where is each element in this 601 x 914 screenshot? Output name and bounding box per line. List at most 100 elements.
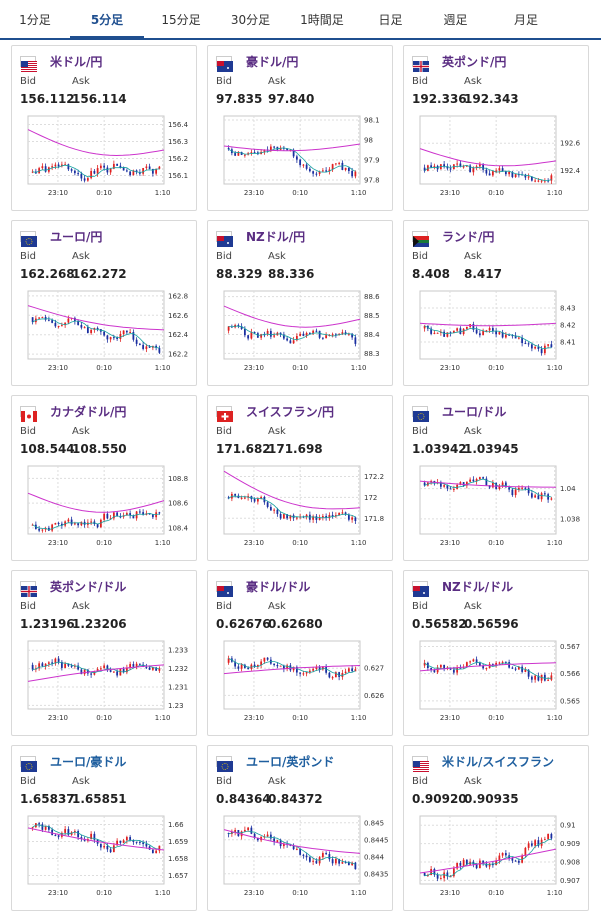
candlestick-chart[interactable]: 23:10 0:10 1:10 0.567 0.566 0.565: [414, 637, 584, 731]
candlestick-chart[interactable]: 23:10 0:10 1:10 108.8 108.6 108.4: [22, 462, 192, 556]
candle-body: [537, 495, 540, 500]
eu-gb-flag-icon: [216, 756, 233, 772]
currency-pair-link[interactable]: 英ポンド/ドル: [50, 580, 127, 594]
x-tick-label: 1:10: [155, 189, 171, 197]
candlestick-chart[interactable]: 23:10 0:10 1:10 162.8 162.6 162.4 162.2: [22, 287, 192, 381]
currency-pair-link[interactable]: ユーロ/英ポンド: [246, 755, 335, 769]
candlestick-chart[interactable]: 23:10 0:10 1:10 172.2 172 171.8: [218, 462, 388, 556]
rate-card[interactable]: カナダドル/円 Bid Ask 108.544 108.550 23:10 0:10 1:10…: [11, 395, 197, 561]
candle-body: [550, 498, 553, 500]
candle-body: [116, 163, 119, 166]
currency-pair-link[interactable]: カナダドル/円: [50, 405, 127, 419]
x-tick-label: 23:10: [48, 189, 68, 197]
currency-pair-link[interactable]: 米ドル/スイスフラン: [442, 755, 555, 769]
currency-pair-link[interactable]: 豪ドル/ドル: [246, 580, 311, 594]
candle-body: [331, 859, 334, 864]
currency-pair-link[interactable]: スイスフラン/円: [246, 405, 335, 419]
tab-5min[interactable]: 5分足: [70, 0, 144, 40]
candle-body: [90, 833, 93, 840]
tab-weekly[interactable]: 週足: [443, 13, 468, 27]
candle-body: [527, 843, 530, 848]
candle-body: [158, 845, 161, 851]
candle-body: [430, 165, 433, 168]
tab-15min[interactable]: 15分足: [161, 13, 201, 27]
rate-card[interactable]: 米ドル/円 Bid Ask 156.112 156.114 23:10 0:10 1:10 15…: [11, 45, 197, 211]
candle-body: [530, 676, 533, 680]
candlestick-chart[interactable]: 23:10 0:10 1:10 0.91 0.909 0.908 0.907: [414, 812, 584, 906]
currency-pair-link[interactable]: ユーロ/円: [50, 230, 103, 244]
currency-pair-link[interactable]: 英ポンド/円: [442, 55, 507, 69]
candle-body: [308, 332, 311, 334]
rate-card[interactable]: 英ポンド/ドル Bid Ask 1.23196 1.23206 23:10 0:10 1:10…: [11, 570, 197, 736]
rate-card[interactable]: ユーロ/ドル Bid Ask 1.03942 1.03945 23:10 0:10 1:10 1…: [403, 395, 589, 561]
candle-body: [227, 658, 230, 663]
tab-daily[interactable]: 日足: [378, 13, 403, 27]
candlestick-chart[interactable]: 23:10 0:10 1:10 192.6 192.4: [414, 112, 584, 206]
candlestick-chart[interactable]: 23:10 0:10 1:10 88.6 88.5 88.4 88.3: [218, 287, 388, 381]
rate-card[interactable]: ランド/円 Bid Ask 8.408 8.417 23:10 0:10 1:10 8.43 8.…: [403, 220, 589, 386]
eu-au-flag-icon: [20, 756, 37, 772]
tab-30min[interactable]: 30分足: [230, 13, 271, 27]
ask-value: 171.698: [268, 442, 323, 456]
candle-body: [73, 317, 76, 322]
candle-body: [122, 840, 125, 843]
rate-card[interactable]: 豪ドル/円 Bid Ask 97.835 97.840 23:10 0:10 1:10 98.1…: [207, 45, 393, 211]
short-moving-average: [32, 164, 160, 178]
rate-card[interactable]: 英ポンド/円 Bid Ask 192.336 192.343 23:10 0:10 1:10 1…: [403, 45, 589, 211]
candle-body: [325, 666, 328, 673]
currency-pair-link[interactable]: 豪ドル/円: [246, 55, 299, 69]
rate-card[interactable]: ユーロ/円 Bid Ask 162.268 162.272 23:10 0:10 1:10 16…: [11, 220, 197, 386]
candle-body: [328, 854, 331, 860]
rate-card[interactable]: NZドル/ドル Bid Ask 0.56582 0.56596 23:10 0:10 1:10…: [403, 570, 589, 736]
candle-body: [80, 521, 83, 526]
candle-body: [534, 180, 537, 182]
x-tick-label: 1:10: [351, 889, 367, 897]
candlestick-chart[interactable]: 23:10 0:10 1:10 1.233 1.232 1.231 1.23: [22, 637, 192, 731]
candlestick-chart[interactable]: 23:10 0:10 1:10 0.845 0.8445 0.844 0.8435: [218, 812, 388, 906]
currency-pair-link[interactable]: ユーロ/ドル: [442, 405, 507, 419]
plot-area: [27, 465, 165, 535]
candle-body: [436, 667, 439, 673]
y-tick-label: 171.8: [364, 515, 384, 523]
x-tick-label: 1:10: [547, 889, 563, 897]
candle-body: [511, 171, 514, 178]
candle-body: [305, 164, 308, 169]
candle-body: [273, 663, 276, 666]
y-tick-label: 1.659: [168, 838, 188, 846]
candlestick-chart[interactable]: 23:10 0:10 1:10 8.43 8.42 8.41: [414, 287, 584, 381]
candlestick-chart[interactable]: 23:10 0:10 1:10 1.66 1.659 1.658 1.657: [22, 812, 192, 906]
candle-body: [109, 518, 112, 520]
rate-card[interactable]: 豪ドル/ドル Bid Ask 0.62676 0.62680 23:10 0:10 1:10 0…: [207, 570, 393, 736]
candle-body: [511, 335, 514, 337]
candle-body: [273, 146, 276, 148]
candle-body: [54, 322, 57, 327]
rate-card[interactable]: ユーロ/豪ドル Bid Ask 1.65837 1.65851 23:10 0:10 1:10…: [11, 745, 197, 911]
currency-pair-link[interactable]: NZドル/ドル: [442, 580, 514, 594]
currency-pair-link[interactable]: ユーロ/豪ドル: [50, 755, 127, 769]
currency-pair-link[interactable]: NZドル/円: [246, 230, 306, 244]
currency-pair-link[interactable]: ランド/円: [442, 230, 495, 244]
candlestick-chart[interactable]: 23:10 0:10 1:10 1.04 1.038: [414, 462, 584, 556]
candle-body: [354, 171, 357, 177]
rate-card[interactable]: ユーロ/英ポンド Bid Ask 0.84364 0.84372 23:10 0:10 1:1…: [207, 745, 393, 911]
y-tick-label: 1.038: [560, 515, 580, 523]
y-tick-label: 0.567: [560, 643, 580, 651]
candle-body: [266, 330, 269, 335]
rate-card[interactable]: スイスフラン/円 Bid Ask 171.682 171.698 23:10 0:10 1:1…: [207, 395, 393, 561]
candle-body: [511, 858, 514, 861]
candle-body: [334, 334, 337, 336]
tab-1hour[interactable]: 1時間足: [300, 13, 344, 27]
candle-body: [462, 166, 465, 168]
candle-body: [312, 171, 315, 174]
bid-label: Bid: [412, 251, 428, 262]
candlestick-chart[interactable]: 23:10 0:10 1:10 98.1 98 97.9 97.8: [218, 112, 388, 206]
rate-card[interactable]: NZドル/円 Bid Ask 88.329 88.336 23:10 0:10 1:10 88.…: [207, 220, 393, 386]
tab-monthly[interactable]: 月足: [513, 13, 538, 27]
tab-1min[interactable]: 1分足: [19, 13, 51, 27]
rate-card[interactable]: 米ドル/スイスフラン Bid Ask 0.90920 0.90935 23:10 0:10 1…: [403, 745, 589, 911]
currency-pair-link[interactable]: 米ドル/円: [50, 55, 103, 69]
candlestick-chart[interactable]: 23:10 0:10 1:10 156.4 156.3 156.2 156.1: [22, 112, 192, 206]
candle-body: [459, 328, 462, 335]
candle-body: [289, 340, 292, 344]
candlestick-chart[interactable]: 23:10 0:10 1:10 0.627 0.626: [218, 637, 388, 731]
